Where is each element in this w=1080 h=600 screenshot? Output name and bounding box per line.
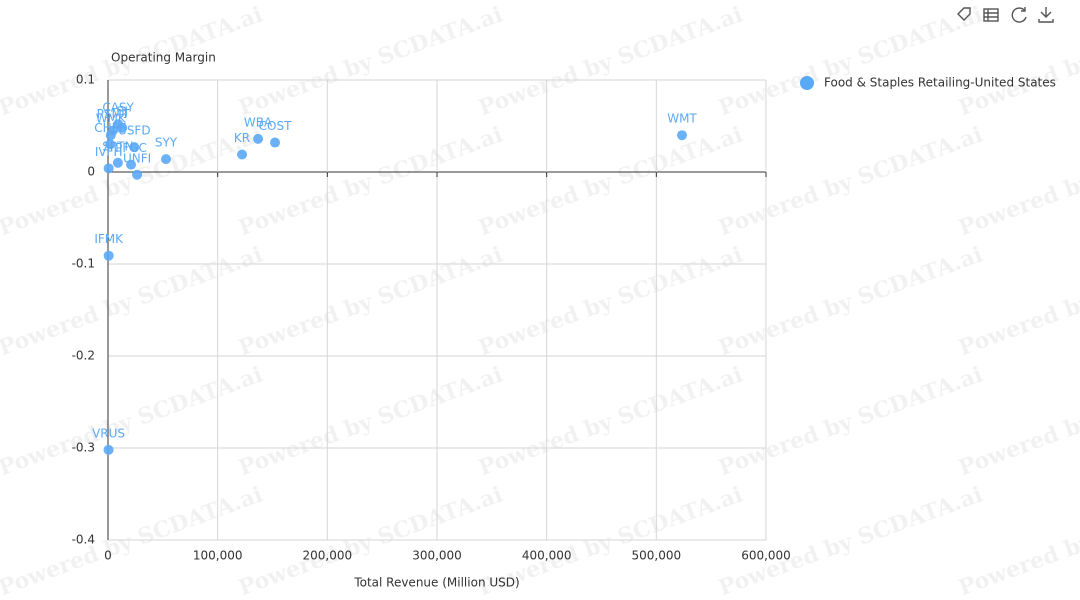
table-icon[interactable] — [983, 8, 999, 22]
point-label: WMK — [96, 112, 127, 126]
watermark: Powered by SCDATA.ai — [475, 361, 746, 481]
table-icon-lines — [984, 9, 998, 21]
x-tick-label: 200,000 — [303, 549, 353, 563]
legend-label: Food & Staples Retailing-United States — [824, 76, 1056, 90]
y-tick-label: -0.2 — [72, 349, 95, 363]
watermark: Powered by SCDATA.ai — [0, 361, 266, 481]
point-label: WBA — [244, 115, 273, 129]
watermark: Powered by SCDATA.ai — [475, 241, 746, 361]
point — [117, 122, 128, 133]
point-label: KR — [234, 131, 250, 145]
point — [103, 163, 114, 174]
point — [132, 169, 143, 180]
point-label: VRUS — [92, 426, 125, 440]
watermark: Powered by SCDATA.ai — [475, 1, 746, 121]
x-tick-label: 500,000 — [632, 549, 682, 563]
x-tick-label: 0 — [104, 549, 112, 563]
watermark: Powered by SCDATA.ai — [715, 361, 986, 481]
x-tick-label: 600,000 — [741, 549, 791, 563]
point — [253, 133, 264, 144]
refresh-icon[interactable] — [1011, 7, 1027, 23]
point — [126, 159, 137, 170]
point-label: UNFI — [123, 151, 151, 165]
watermark: Powered by SCDATA.ai — [715, 241, 986, 361]
point — [676, 130, 687, 141]
point-label: WMT — [667, 112, 697, 126]
toolbar[interactable] — [957, 7, 1054, 23]
point — [237, 149, 248, 160]
legend-marker — [800, 76, 814, 90]
y-axis-label: Operating Margin — [111, 51, 216, 65]
y-tick-label: 0 — [87, 165, 95, 179]
point-label: CASY — [102, 101, 134, 115]
y-tick-label: 0.1 — [76, 73, 95, 87]
point-label: PFGC — [115, 141, 147, 155]
watermark: Powered by SCDATA.ai — [0, 481, 266, 600]
point-label: COST — [259, 119, 292, 133]
point-label: IVFH — [95, 145, 123, 159]
point — [129, 142, 140, 153]
point-label: CHEF — [94, 121, 126, 135]
watermark: Powered by SCDATA.ai — [235, 241, 506, 361]
point-label: IFMK — [94, 232, 124, 246]
point — [112, 157, 123, 168]
x-axis-label: Total Revenue (Million USD) — [353, 576, 519, 590]
watermark: Powered by SCDATA.ai — [235, 361, 506, 481]
y-tick-label: -0.1 — [72, 257, 95, 271]
x-tick-label: 400,000 — [522, 549, 572, 563]
y-tick-label: -0.4 — [72, 533, 95, 547]
y-tick-label: -0.3 — [72, 441, 95, 455]
watermark: Powered by SCDATA.ai — [715, 1, 986, 121]
point-label: BJ — [116, 104, 128, 118]
x-tick-label: 100,000 — [193, 549, 243, 563]
point — [105, 139, 116, 150]
point — [270, 137, 281, 148]
point — [103, 250, 114, 261]
point — [161, 154, 172, 165]
x-tick-label: 300,000 — [412, 549, 462, 563]
watermark: Powered by SCDATA.ai — [715, 481, 986, 600]
download-icon[interactable] — [1038, 7, 1054, 23]
tag-icon[interactable] — [957, 7, 971, 21]
watermark: Powered by SCDATA.ai — [235, 1, 506, 121]
watermark: Powered by SCDATA.ai — [0, 241, 266, 361]
point-label: SYY — [155, 136, 178, 150]
watermark: Powered by SCDATA.ai — [475, 121, 746, 241]
point — [103, 444, 114, 455]
point-label: USFD — [118, 124, 151, 138]
point-label: PSMT — [97, 107, 130, 121]
point — [105, 130, 116, 141]
watermark: Powered by SCDATA.ai — [715, 121, 986, 241]
plot: 0.1 0 -0.1 -0.2 -0.3 -0.4 0 100,000 200,000 300,0… — [72, 73, 791, 563]
